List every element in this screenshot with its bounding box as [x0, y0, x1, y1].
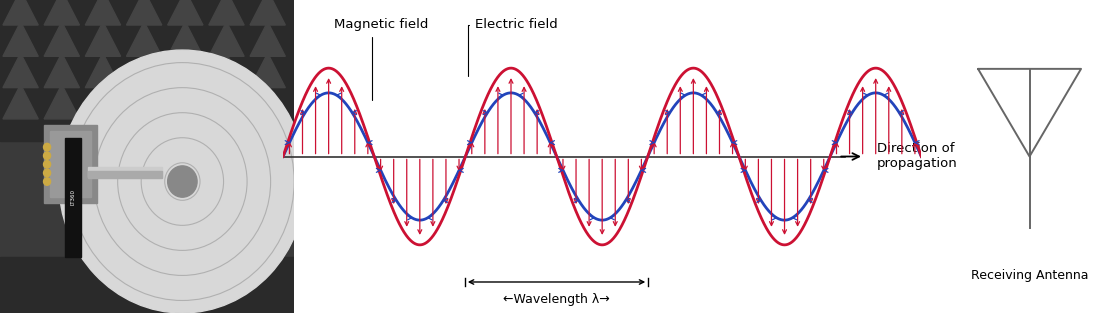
Polygon shape — [127, 53, 162, 88]
Polygon shape — [85, 85, 121, 119]
Text: Magnetic field: Magnetic field — [334, 18, 428, 100]
Polygon shape — [250, 85, 285, 119]
Text: Electric field: Electric field — [468, 18, 557, 76]
Circle shape — [43, 143, 51, 151]
Text: LT360: LT360 — [70, 189, 75, 205]
Bar — [0, 257, 294, 313]
Circle shape — [43, 169, 51, 177]
Polygon shape — [44, 22, 80, 56]
Text: Direction of
propagation: Direction of propagation — [877, 142, 957, 171]
Circle shape — [43, 161, 51, 168]
Polygon shape — [3, 85, 38, 119]
Polygon shape — [250, 22, 285, 56]
Polygon shape — [127, 22, 162, 56]
Polygon shape — [44, 53, 80, 88]
Polygon shape — [44, 0, 80, 25]
Polygon shape — [127, 0, 162, 25]
Polygon shape — [168, 85, 203, 119]
Polygon shape — [3, 22, 38, 56]
Polygon shape — [168, 22, 203, 56]
Circle shape — [43, 178, 51, 185]
Polygon shape — [3, 0, 38, 25]
Polygon shape — [250, 0, 285, 25]
Polygon shape — [127, 85, 162, 119]
Bar — [64, 138, 81, 257]
Polygon shape — [168, 0, 203, 25]
Bar — [89, 167, 162, 177]
Text: ←Wavelength λ→: ←Wavelength λ→ — [503, 294, 609, 306]
Polygon shape — [250, 53, 285, 88]
Circle shape — [168, 166, 198, 197]
Bar — [50, 131, 91, 197]
Polygon shape — [209, 0, 244, 25]
Polygon shape — [209, 85, 244, 119]
Polygon shape — [85, 53, 121, 88]
Polygon shape — [168, 53, 203, 88]
Polygon shape — [85, 22, 121, 56]
Polygon shape — [209, 53, 244, 88]
Circle shape — [59, 50, 306, 313]
Polygon shape — [44, 85, 80, 119]
Polygon shape — [85, 0, 121, 25]
Bar — [89, 171, 162, 178]
Text: Receiving Antenna: Receiving Antenna — [971, 269, 1088, 282]
Bar — [0, 0, 294, 141]
Polygon shape — [3, 53, 38, 88]
Polygon shape — [209, 22, 244, 56]
Bar — [44, 125, 97, 203]
Circle shape — [43, 152, 51, 159]
